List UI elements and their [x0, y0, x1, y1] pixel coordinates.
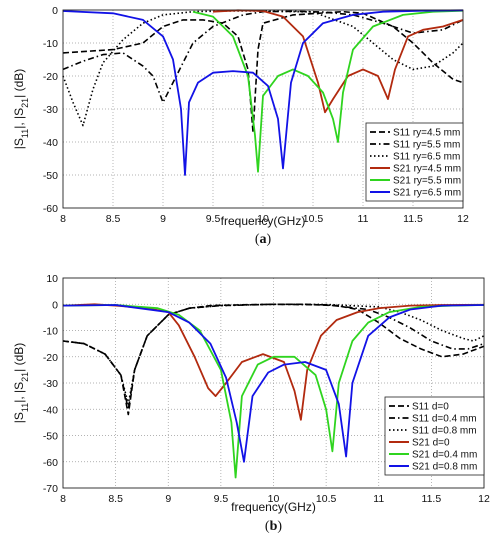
y-axis-label-subscript: 21 — [20, 98, 30, 108]
y-tick-label: -70 — [43, 483, 58, 495]
legend-label: S21 ry=4.5 mm — [393, 164, 461, 175]
legend-box — [365, 122, 464, 202]
y-tick-label: -30 — [43, 104, 58, 116]
x-tick-label: 9 — [160, 213, 166, 225]
y-tick-label: -40 — [43, 404, 58, 416]
y-tick-label: -60 — [43, 457, 58, 469]
legend-label: S11 d=0.4 mm — [412, 414, 477, 425]
y-axis-label-subscript: 21 — [20, 372, 30, 382]
y-tick-label: -60 — [43, 203, 58, 215]
panel-caption: (a) — [255, 232, 272, 247]
caption-letter: b — [270, 519, 278, 534]
caption-paren: ( — [265, 519, 270, 534]
y-tick-label: -50 — [43, 431, 58, 443]
x-tick-label: 10.5 — [303, 213, 324, 225]
legend-label: S11 d=0 — [412, 402, 449, 413]
panel-caption: (b) — [265, 519, 282, 534]
legend-label: S11 ry=6.5 mm — [393, 152, 460, 163]
x-tick-label: 11 — [373, 493, 384, 505]
y-tick-label: -50 — [43, 170, 58, 182]
x-tick-label: 10.5 — [316, 493, 337, 505]
y-axis-label-part: |, |S — [12, 382, 26, 403]
x-tick-label: 12 — [457, 213, 469, 225]
y-tick-label: 10 — [46, 273, 58, 285]
series-line — [62, 303, 485, 405]
x-tick-label: 11.5 — [403, 213, 423, 225]
y-tick-label: -30 — [43, 378, 58, 390]
chart-panel-b: 8 8.5 9 9.5 10 10.5 11 11.5 12 10 0 -10 -20 -30 -40 -50… — [12, 273, 490, 534]
legend-label: S21 d=0.8 mm — [412, 462, 477, 473]
plot-frame — [62, 9, 464, 209]
x-tick-label: 11 — [358, 213, 369, 225]
chart-panel-a: 8 8.5 9 9.5 10 10.5 11 11.5 12 0 -10 -20 -30 -40 -50 -6… — [12, 5, 469, 247]
legend-box — [384, 396, 485, 476]
series-line — [62, 10, 464, 127]
caption-paren: ( — [255, 232, 260, 247]
y-tick-label: -40 — [43, 137, 58, 149]
x-tick-label: 12 — [478, 493, 490, 505]
x-tick-label: 8 — [60, 213, 66, 225]
y-tick-label: -10 — [43, 326, 58, 338]
legend-label: S21 ry=6.5 mm — [393, 188, 461, 199]
x-tick-label: 8.5 — [106, 213, 121, 225]
x-tick-label: 8 — [60, 493, 66, 505]
x-tick-label: 9.5 — [206, 213, 221, 225]
y-tick-label: 0 — [52, 299, 58, 311]
x-tick-label: 10 — [268, 493, 280, 505]
caption-paren: ) — [277, 519, 282, 534]
series-line — [62, 304, 485, 463]
x-tick-label: 11.5 — [422, 493, 442, 505]
legend-label: S21 ry=5.5 mm — [393, 176, 461, 187]
caption-letter: a — [260, 232, 267, 247]
legend-label: S21 d=0.4 mm — [412, 450, 477, 461]
x-axis-label: frequency(GHz) — [231, 500, 316, 514]
x-tick-label: 10 — [257, 213, 269, 225]
x-tick-label: 9.5 — [214, 493, 229, 505]
x-axis-label: frequency(GHz) — [221, 214, 306, 228]
y-axis-label-part: | (dB) — [12, 343, 26, 372]
plot-frame — [62, 277, 485, 489]
y-axis-label-part: |S — [12, 412, 26, 423]
caption-paren: ) — [267, 232, 272, 247]
legend-label: S21 d=0 — [412, 438, 450, 449]
legend-label: S11 ry=4.5 mm — [393, 128, 460, 139]
y-axis-label-part: |S — [12, 138, 26, 149]
series-line — [62, 10, 464, 133]
y-tick-label: -20 — [43, 71, 58, 83]
y-axis-label-subscript: 11 — [20, 403, 30, 412]
series-line — [192, 9, 464, 173]
y-axis-label: |S11|, |S21| (dB) — [12, 343, 30, 424]
y-tick-label: 0 — [52, 5, 58, 17]
series-line — [212, 9, 464, 114]
series-line — [62, 9, 464, 176]
legend-label: S11 ry=5.5 mm — [393, 140, 460, 151]
y-axis-label-part: |, |S — [12, 108, 26, 129]
x-tick-label: 8.5 — [108, 493, 123, 505]
legend-label: S11 d=0.8 mm — [412, 426, 477, 437]
y-tick-label: -10 — [43, 38, 58, 50]
y-axis-label: |S11|, |S21| (dB) — [12, 69, 30, 150]
y-tick-label: -20 — [43, 352, 58, 364]
y-axis-label-part: | (dB) — [12, 69, 26, 98]
x-tick-label: 9 — [165, 493, 171, 505]
y-axis-label-subscript: 11 — [20, 129, 30, 138]
